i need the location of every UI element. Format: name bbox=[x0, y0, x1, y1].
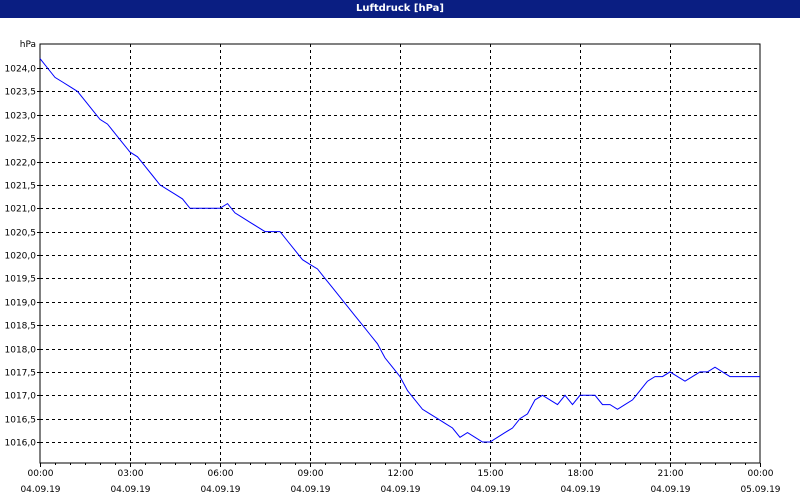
line-chart: 1024,0 1023,5 1023,0 1022,5 1022,0 1021,5 1021… bbox=[5, 40, 781, 495]
y-tick-label: 1024,0 bbox=[5, 65, 37, 75]
y-tick-label: 1023,0 bbox=[5, 112, 37, 122]
x-tick-time-label: 21:00 bbox=[658, 469, 684, 479]
x-tick-time-label: 12:00 bbox=[388, 469, 414, 479]
y-tick-label: 1017,0 bbox=[5, 392, 37, 402]
x-tick-time-label: 00:00 bbox=[28, 469, 54, 479]
x-tick-date-label: 04.09.19 bbox=[470, 485, 510, 495]
y-axis-unit-label: hPa bbox=[20, 40, 36, 50]
y-tick-label: 1019,5 bbox=[5, 275, 37, 285]
y-tick-label: 1016,0 bbox=[5, 439, 37, 449]
y-tick-label: 1018,0 bbox=[5, 346, 37, 356]
x-tick-time-label: 00:00 bbox=[748, 469, 774, 479]
x-tick-time-label: 18:00 bbox=[568, 469, 594, 479]
chart-title: Luftdruck [hPa] bbox=[0, 0, 800, 18]
series-layer bbox=[39, 58, 760, 443]
series-line bbox=[39, 58, 760, 443]
y-tick-label: 1022,0 bbox=[5, 159, 37, 169]
x-tick-time-label: 03:00 bbox=[118, 469, 144, 479]
grid-layer bbox=[40, 44, 760, 463]
x-tick-date-label: 05.09.19 bbox=[740, 485, 780, 495]
x-tick-date-label: 04.09.19 bbox=[20, 485, 60, 495]
y-tick-label: 1016,5 bbox=[5, 416, 37, 426]
y-tick-label: 1017,5 bbox=[5, 369, 37, 379]
y-tick-label: 1022,5 bbox=[5, 135, 37, 145]
x-tick-time-label: 09:00 bbox=[298, 469, 324, 479]
x-tick-date-label: 04.09.19 bbox=[110, 485, 150, 495]
y-tick-label: 1019,0 bbox=[5, 299, 37, 309]
label-layer: 1024,0 1023,5 1023,0 1022,5 1022,0 1021,5 1021… bbox=[5, 40, 781, 495]
axis-layer bbox=[37, 43, 761, 467]
x-tick-time-label: 15:00 bbox=[478, 469, 504, 479]
y-tick-label: 1021,5 bbox=[5, 182, 37, 192]
y-tick-label: 1020,0 bbox=[5, 252, 37, 262]
x-tick-time-label: 06:00 bbox=[208, 469, 234, 479]
y-tick-label: 1021,0 bbox=[5, 205, 37, 215]
x-tick-date-label: 04.09.19 bbox=[290, 485, 330, 495]
x-tick-date-label: 04.09.19 bbox=[650, 485, 690, 495]
y-tick-label: 1018,5 bbox=[5, 322, 37, 332]
y-tick-label: 1023,5 bbox=[5, 88, 37, 98]
x-tick-date-label: 04.09.19 bbox=[380, 485, 420, 495]
x-tick-date-label: 04.09.19 bbox=[200, 485, 240, 495]
x-tick-date-label: 04.09.19 bbox=[560, 485, 600, 495]
y-tick-label: 1020,5 bbox=[5, 229, 37, 239]
